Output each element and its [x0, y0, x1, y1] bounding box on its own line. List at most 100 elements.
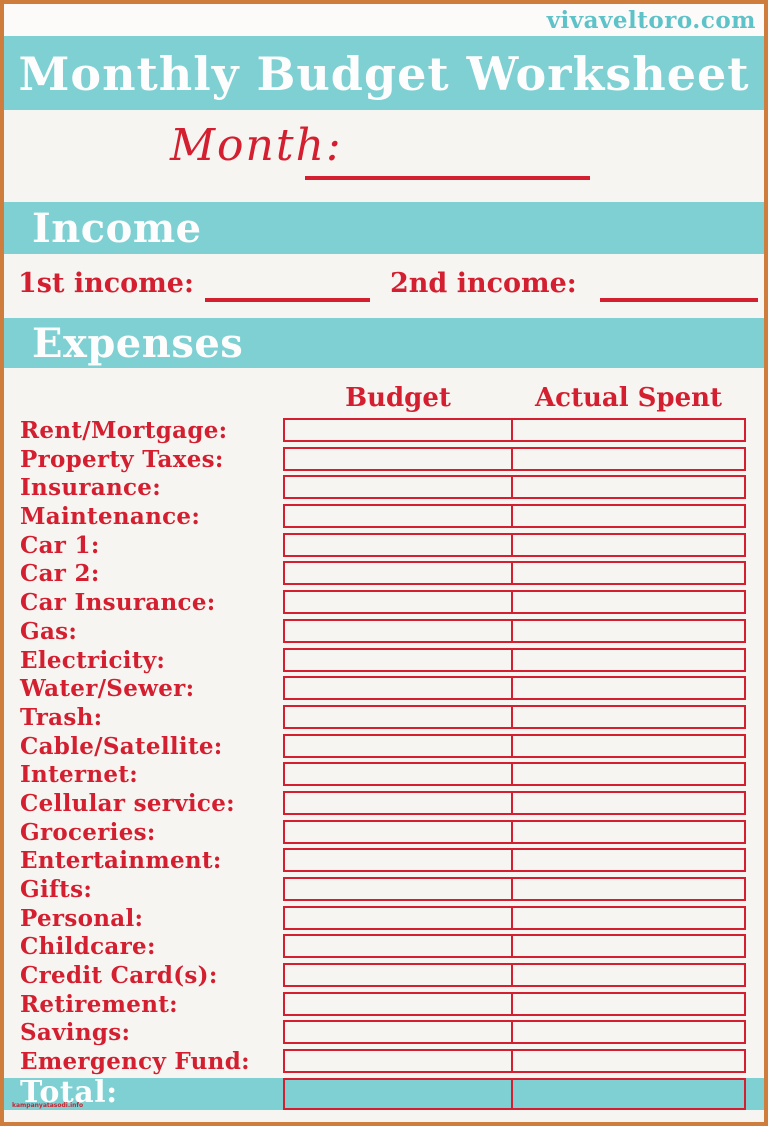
second-income-fill-line	[600, 298, 758, 302]
actual-spent-cell	[511, 1020, 746, 1045]
table-column-headers: Budget Actual Spent	[4, 383, 764, 415]
table-row: Gifts:	[4, 877, 764, 906]
table-row: Emergency Fund:	[4, 1049, 764, 1078]
budget-cell	[283, 475, 513, 500]
expense-row-label: Gifts:	[20, 876, 93, 903]
table-row: Car 2:	[4, 561, 764, 590]
actual-spent-cell	[511, 733, 746, 758]
table-row: Car 1:	[4, 532, 764, 562]
expense-row-label: Savings:	[20, 1019, 131, 1047]
expense-row-label: Electricity:	[20, 646, 166, 674]
table-row: Trash:	[4, 704, 764, 734]
actual-spent-cell	[511, 418, 746, 442]
actual-spent-cell	[511, 446, 746, 471]
table-row: Electricity:	[4, 646, 764, 677]
expense-row-label: Gas:	[20, 617, 78, 645]
expense-row-label: Car Insurance:	[20, 589, 216, 617]
table-row: Cable/Satellite:	[4, 732, 764, 763]
total-budget-cell	[283, 1078, 513, 1110]
expense-row-label: Childcare:	[20, 933, 156, 961]
table-row: Savings:	[4, 1020, 764, 1049]
budget-cell	[283, 790, 513, 815]
expense-row-label: Retirement:	[20, 990, 178, 1018]
total-band: Total:	[4, 1075, 764, 1110]
budget-cell	[283, 848, 513, 873]
table-row: Water/Sewer:	[4, 676, 764, 705]
actual-spent-cell	[511, 963, 746, 988]
first-income-label: 1st income:	[18, 268, 194, 299]
actual-spent-cell	[511, 790, 746, 815]
budget-cell	[283, 1049, 513, 1074]
actual-spent-cell	[511, 618, 746, 643]
budget-cell	[283, 819, 513, 844]
actual-spent-cell	[511, 532, 746, 557]
budget-cell	[283, 590, 513, 615]
expense-row-label: Maintenance:	[20, 503, 201, 531]
income-section-heading: Income	[32, 205, 202, 252]
table-row: Rent/Mortgage:	[4, 418, 764, 447]
budget-cell	[283, 532, 513, 557]
expense-row-label: Property Taxes:	[20, 445, 224, 473]
table-row: Childcare:	[4, 934, 764, 963]
footer-watermark: kampanyatasodi.info	[12, 1102, 84, 1109]
actual-spent-cell	[511, 590, 746, 615]
budget-cell	[283, 504, 513, 529]
budget-column-header: Budget	[345, 383, 451, 413]
page-title: Monthly Budget Worksheet	[18, 47, 750, 101]
budget-cell	[283, 762, 513, 787]
table-row: Maintenance:	[4, 504, 764, 533]
table-row: Entertainment:	[4, 848, 764, 877]
expense-row-label: Cable/Satellite:	[20, 732, 223, 760]
expense-row-label: Emergency Fund:	[20, 1048, 250, 1076]
total-actual-spent-cell	[511, 1078, 746, 1110]
budget-cell	[283, 1020, 513, 1045]
expense-row-label: Internet:	[20, 761, 139, 789]
actual-spent-cell	[511, 504, 746, 529]
actual-spent-cell	[511, 647, 746, 672]
table-row: Credit Card(s):	[4, 963, 764, 992]
budget-cell	[283, 733, 513, 758]
month-fill-line	[305, 176, 590, 180]
expenses-section-band: Expenses	[4, 318, 764, 368]
actual-spent-cell	[511, 905, 746, 930]
table-row: Groceries:	[4, 818, 764, 849]
first-income-fill-line	[205, 298, 370, 302]
actual-spent-cell	[511, 848, 746, 873]
top-strip: vivaveltoro.com	[4, 4, 764, 36]
expense-row-label: Entertainment:	[20, 847, 222, 875]
budget-cell	[283, 963, 513, 988]
total-label: Total:	[20, 1075, 118, 1110]
actual-spent-cell	[511, 704, 746, 729]
actual-spent-cell	[511, 819, 746, 844]
expense-row-label: Cellular service:	[20, 789, 235, 817]
table-row: Personal:	[4, 905, 764, 935]
actual-spent-cell	[511, 561, 746, 586]
actual-spent-cell	[511, 934, 746, 959]
table-row: Cellular service:	[4, 789, 764, 820]
table-row: Gas:	[4, 617, 764, 648]
budget-cell	[283, 647, 513, 672]
month-row: Month:	[4, 120, 764, 204]
table-row: Car Insurance:	[4, 590, 764, 619]
expense-row-label: Insurance:	[20, 474, 162, 502]
expense-row-label: Groceries:	[20, 818, 156, 846]
expense-row-label: Car 2:	[20, 560, 100, 588]
budget-cell	[283, 704, 513, 729]
second-income-label: 2nd income:	[390, 268, 577, 299]
actual-spent-cell	[511, 762, 746, 787]
budget-cell	[283, 991, 513, 1016]
expense-table-rows: Rent/Mortgage: Property Taxes: Insurance: M…	[4, 418, 764, 1078]
table-row: Internet:	[4, 762, 764, 791]
actual-spent-column-header: Actual Spent	[534, 383, 723, 413]
expenses-section-heading: Expenses	[32, 320, 244, 367]
expense-row-label: Rent/Mortgage:	[20, 417, 228, 444]
table-row: Insurance:	[4, 475, 764, 504]
actual-spent-cell	[511, 877, 746, 901]
budget-cell	[283, 618, 513, 643]
income-section-band: Income	[4, 202, 764, 254]
title-band: Monthly Budget Worksheet	[4, 36, 764, 110]
expense-row-label: Credit Card(s):	[20, 962, 218, 990]
budget-cell	[283, 418, 513, 442]
month-label: Month:	[170, 120, 343, 171]
